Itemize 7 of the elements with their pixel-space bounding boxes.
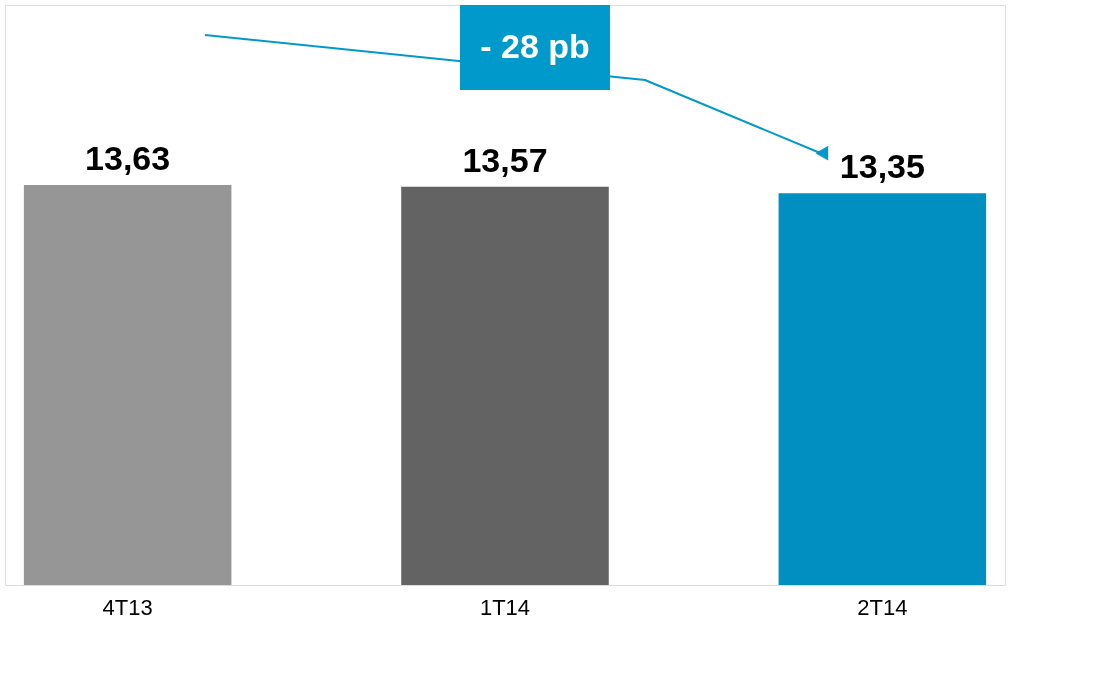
- x-tick-label: 1T14: [479, 594, 531, 620]
- data-label: 13,63: [85, 139, 171, 177]
- x-tick-label: 2T14: [857, 594, 908, 620]
- x-tick-label: 4T13: [102, 594, 153, 620]
- data-label: 13,35: [839, 147, 925, 186]
- data-label: 13,57: [462, 140, 548, 179]
- text: - 28 pb: [480, 27, 590, 65]
